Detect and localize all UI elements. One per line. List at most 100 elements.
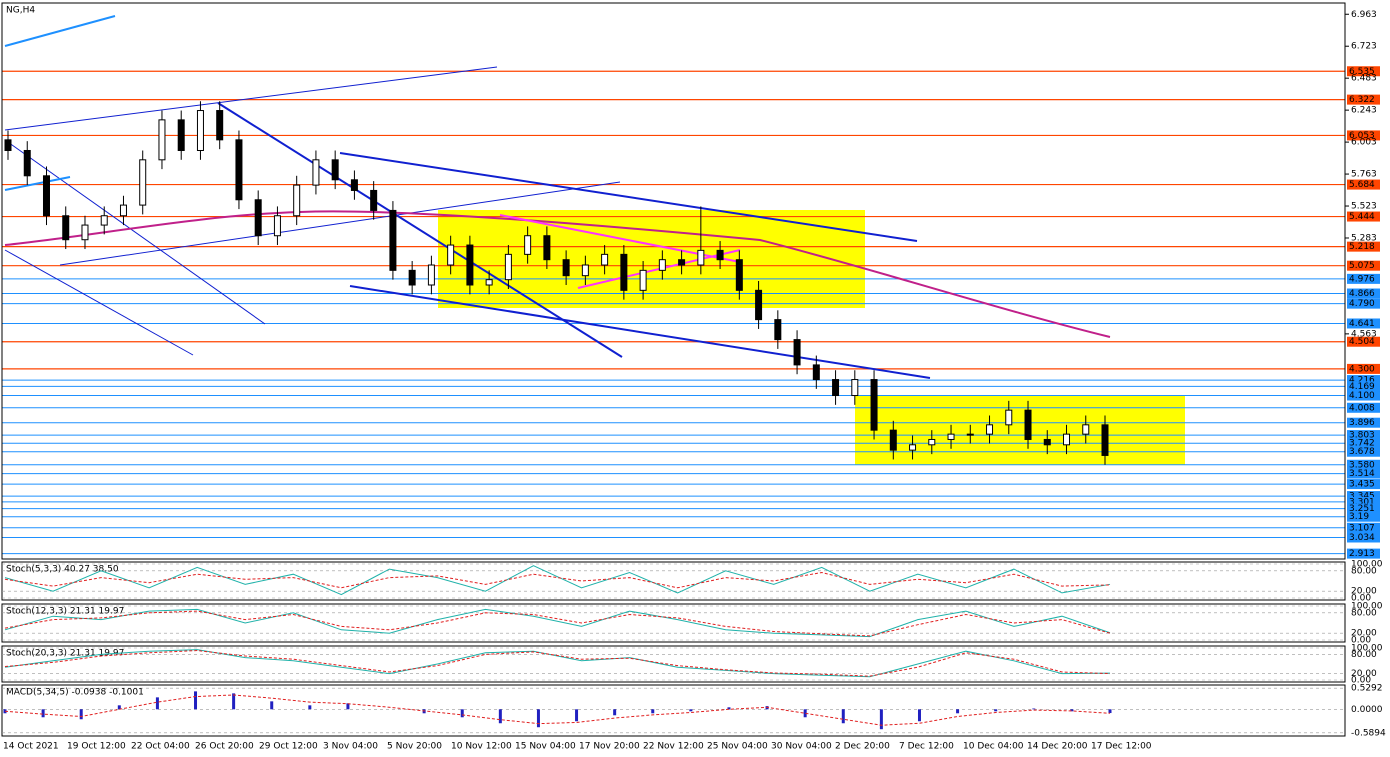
candle-body <box>755 289 763 321</box>
signal-line <box>4 694 1111 726</box>
candle-body <box>524 235 532 255</box>
level-label-box <box>1347 522 1380 533</box>
y-tick-label: 6.723 <box>1351 42 1377 52</box>
level-label-box <box>1347 446 1380 457</box>
x-tick-label: 15 Nov 04:00 <box>515 742 576 752</box>
y-tick-label: 5.763 <box>1351 170 1377 180</box>
level-label-box <box>1347 532 1380 543</box>
level-label-box <box>1347 468 1380 479</box>
candle-body <box>389 209 397 271</box>
main-frame <box>1 2 1346 560</box>
level-label-box <box>1347 273 1380 284</box>
panel-tick-label: 20.00 <box>1351 669 1377 679</box>
level-label-box <box>1347 363 1380 374</box>
panel-label: MACD(5,34,5) -0.0938 -0.1001 <box>6 688 144 698</box>
candle-body <box>1024 409 1032 440</box>
level-label: 4.169 <box>1349 382 1375 392</box>
level-label-box <box>1347 130 1380 141</box>
candle-body <box>62 215 70 241</box>
y-tick-label: 6.003 <box>1351 138 1377 148</box>
candle-body <box>331 159 339 181</box>
x-tick-label: 7 Dec 12:00 <box>899 742 954 752</box>
level-label: 3.742 <box>1349 439 1375 449</box>
panel-label: Stoch(5,3,3) 40.27 38.50 <box>6 565 119 575</box>
candle-body <box>581 264 589 277</box>
candle-body <box>100 215 108 226</box>
level-label: 3.678 <box>1349 447 1375 457</box>
candle-body <box>639 269 647 291</box>
candle-body <box>273 215 281 237</box>
candle-body <box>1101 424 1109 456</box>
x-tick-label: 14 Dec 20:00 <box>1027 742 1088 752</box>
level-label: 5.218 <box>1349 242 1375 252</box>
x-tick-label: 10 Nov 12:00 <box>451 742 512 752</box>
level-label: 4.216 <box>1349 376 1375 386</box>
candle-body <box>1082 424 1090 435</box>
candle-body <box>697 249 705 266</box>
candle-body <box>485 279 493 286</box>
y-tick-label: 6.963 <box>1351 10 1377 20</box>
level-label: 4.008 <box>1349 403 1375 413</box>
panel-tick-label: 80.00 <box>1351 566 1377 576</box>
candle-body <box>601 253 609 266</box>
level-label: 3.803 <box>1349 431 1375 441</box>
candle-body <box>350 179 358 191</box>
level-label-box <box>1347 430 1380 441</box>
level-label-box <box>1347 548 1380 559</box>
candle-body <box>370 189 378 211</box>
panel-tick-label: 0.0000 <box>1351 705 1383 715</box>
candle-body <box>504 253 512 281</box>
panel-frame <box>1 684 1346 737</box>
stoch-main <box>4 608 1111 638</box>
level-label: 6.053 <box>1349 131 1375 141</box>
x-tick-label: 26 Oct 20:00 <box>195 742 254 752</box>
panel-tick-label: 0.00 <box>1351 676 1371 686</box>
candle-body <box>1043 438 1051 446</box>
panel-label: Stoch(12,3,3) 21.31 19.97 <box>6 607 124 617</box>
level-label: 5.075 <box>1349 261 1375 271</box>
candle-body <box>158 119 166 161</box>
level-label-box <box>1347 402 1380 413</box>
level-label: 4.790 <box>1349 299 1375 309</box>
candle-body <box>774 319 782 341</box>
level-label-box <box>1347 241 1380 252</box>
level-label: 2.913 <box>1349 549 1375 559</box>
level-label-box <box>1347 94 1380 105</box>
x-tick-label: 3 Nov 04:00 <box>323 742 378 752</box>
candle-body <box>196 110 204 151</box>
candle-body <box>986 424 994 435</box>
x-tick-label: 30 Nov 04:00 <box>771 742 832 752</box>
candle-body <box>427 264 435 286</box>
level-label-box <box>1347 179 1380 190</box>
candle-body <box>620 253 628 291</box>
candle-body <box>812 364 820 381</box>
panel-tick-label: 100.00 <box>1351 560 1383 570</box>
candle-body <box>658 259 666 271</box>
candle-body <box>928 438 936 446</box>
level-label-box <box>1347 375 1380 386</box>
level-label: 3.896 <box>1349 418 1375 428</box>
candle-body <box>870 379 878 431</box>
candle-body <box>562 259 570 277</box>
candle-body <box>543 235 551 261</box>
level-label: 4.300 <box>1349 364 1375 374</box>
level-label: 4.100 <box>1349 391 1375 401</box>
level-label: 5.444 <box>1349 212 1375 222</box>
candles <box>4 101 1109 465</box>
y-tick-label: 5.523 <box>1351 202 1377 212</box>
candle-body <box>42 175 50 217</box>
level-label: 6.322 <box>1349 95 1375 105</box>
panel-tick-label: 80.00 <box>1351 650 1377 660</box>
level-label: 3.034 <box>1349 533 1375 543</box>
level-label: 5.684 <box>1349 180 1375 190</box>
candle-body <box>216 110 224 141</box>
panel-tick-label: -0.5894 <box>1351 728 1386 738</box>
x-tick-label: 19 Oct 12:00 <box>67 742 126 752</box>
stoch-main <box>4 565 1111 596</box>
candle-body <box>832 379 840 397</box>
candle-body <box>947 433 955 440</box>
x-tick-label: 29 Oct 12:00 <box>259 742 318 752</box>
candle-body <box>177 119 185 151</box>
